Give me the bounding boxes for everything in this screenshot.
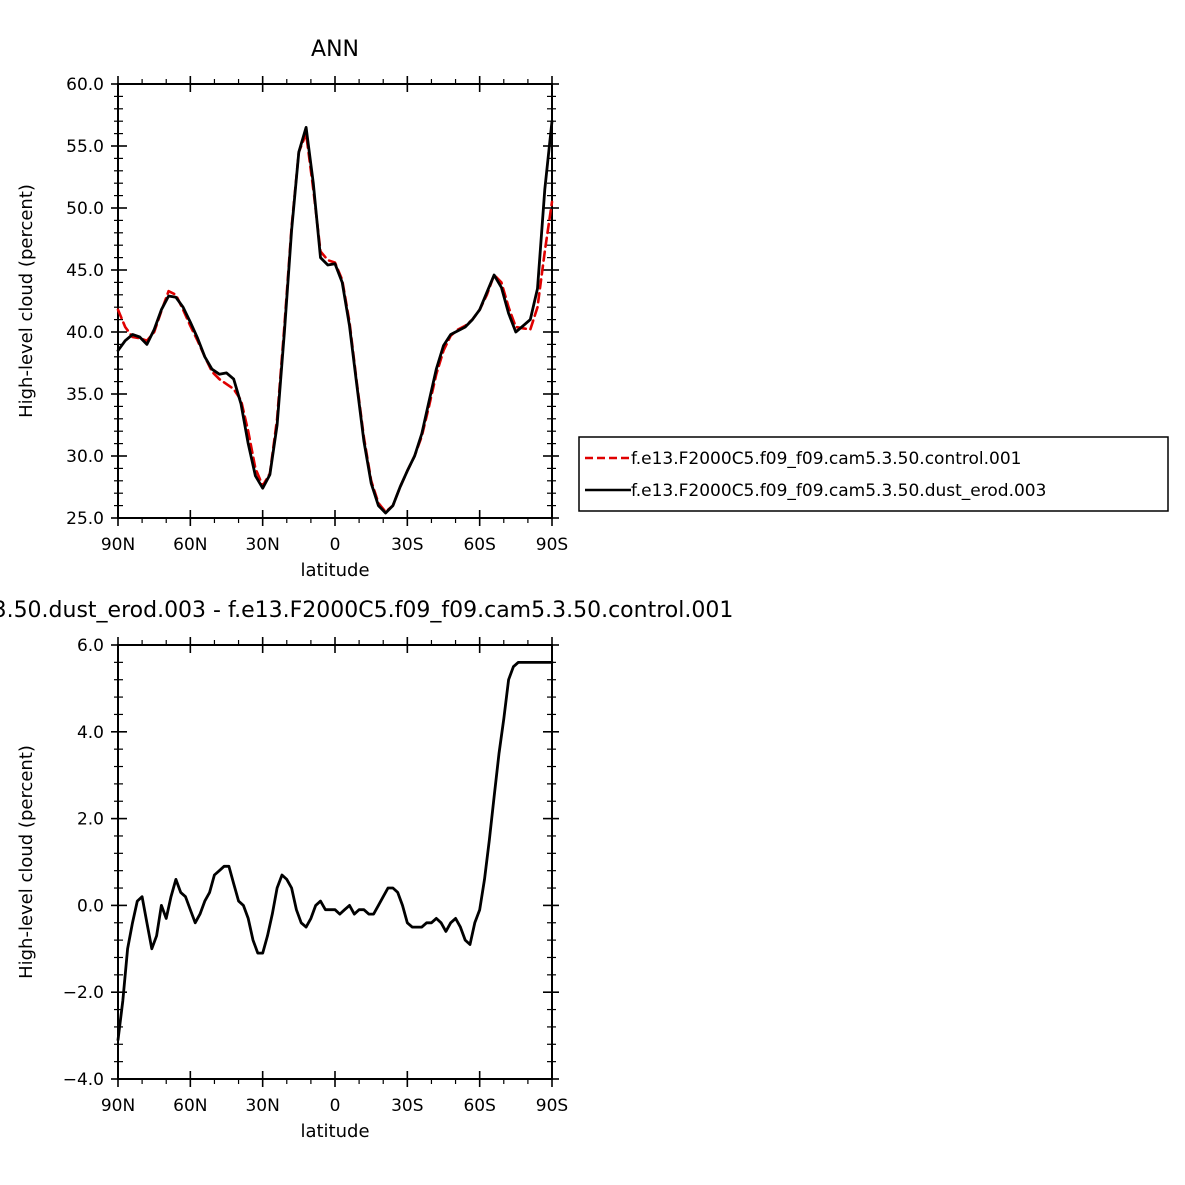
y-tick-label: 45.0	[66, 261, 104, 281]
legend-label-1: f.e13.F2000C5.f09_f09.cam5.3.50.control.…	[631, 449, 1022, 469]
chart-panel-2: am5.3.50.dust_erod.003 - f.e13.F2000C5.f…	[0, 598, 733, 1142]
y-tick-label: 4.0	[77, 723, 104, 743]
y-tick-label: 2.0	[77, 810, 104, 830]
y-tick-label: 50.0	[66, 199, 104, 219]
y-tick-label: 30.0	[66, 447, 104, 467]
chart-title: am5.3.50.dust_erod.003 - f.e13.F2000C5.f…	[0, 598, 733, 623]
x-axis-title: latitude	[300, 1121, 369, 1142]
x-tick-label: 30S	[391, 535, 423, 555]
x-tick-label: 60N	[173, 535, 207, 555]
x-tick-label: 30N	[245, 1096, 279, 1116]
legend-box	[578, 436, 1169, 512]
series-line-1	[116, 132, 554, 514]
series-line-2	[116, 119, 554, 515]
y-axis-title: High-level cloud (percent)	[16, 184, 37, 418]
x-tick-label: 90N	[101, 535, 135, 555]
x-tick-label: 0	[330, 535, 341, 555]
x-tick-label: 90S	[536, 1096, 568, 1116]
y-tick-label: −2.0	[63, 983, 104, 1003]
x-tick-label: 60S	[463, 1096, 495, 1116]
chart-title: ANN	[311, 37, 359, 62]
legend-label-2: f.e13.F2000C5.f09_f09.cam5.3.50.dust_ero…	[631, 481, 1046, 501]
y-tick-label: 60.0	[66, 75, 104, 95]
x-tick-label: 30N	[245, 535, 279, 555]
y-tick-label: 0.0	[77, 896, 104, 916]
y-tick-label: 35.0	[66, 385, 104, 405]
x-tick-label: 90S	[536, 535, 568, 555]
series-line-1	[116, 661, 554, 1042]
y-tick-label: 6.0	[77, 636, 104, 656]
x-tick-label: 30S	[391, 1096, 423, 1116]
y-tick-label: 55.0	[66, 137, 104, 157]
x-axis-title: latitude	[300, 560, 369, 581]
x-tick-label: 60N	[173, 1096, 207, 1116]
y-axis-title: High-level cloud (percent)	[16, 745, 37, 979]
chart-panel-1: ANN 25.0 30.0 35.0 40.0 45.0 50.0 55.0 60.0 90N 60…	[16, 37, 1169, 581]
y-tick-label: −4.0	[63, 1070, 104, 1090]
y-tick-label: 25.0	[66, 509, 104, 529]
x-tick-label: 60S	[463, 535, 495, 555]
y-tick-label: 40.0	[66, 323, 104, 343]
x-tick-label: 90N	[101, 1096, 135, 1116]
plot-frame	[117, 83, 553, 519]
x-tick-label: 0	[330, 1096, 341, 1116]
